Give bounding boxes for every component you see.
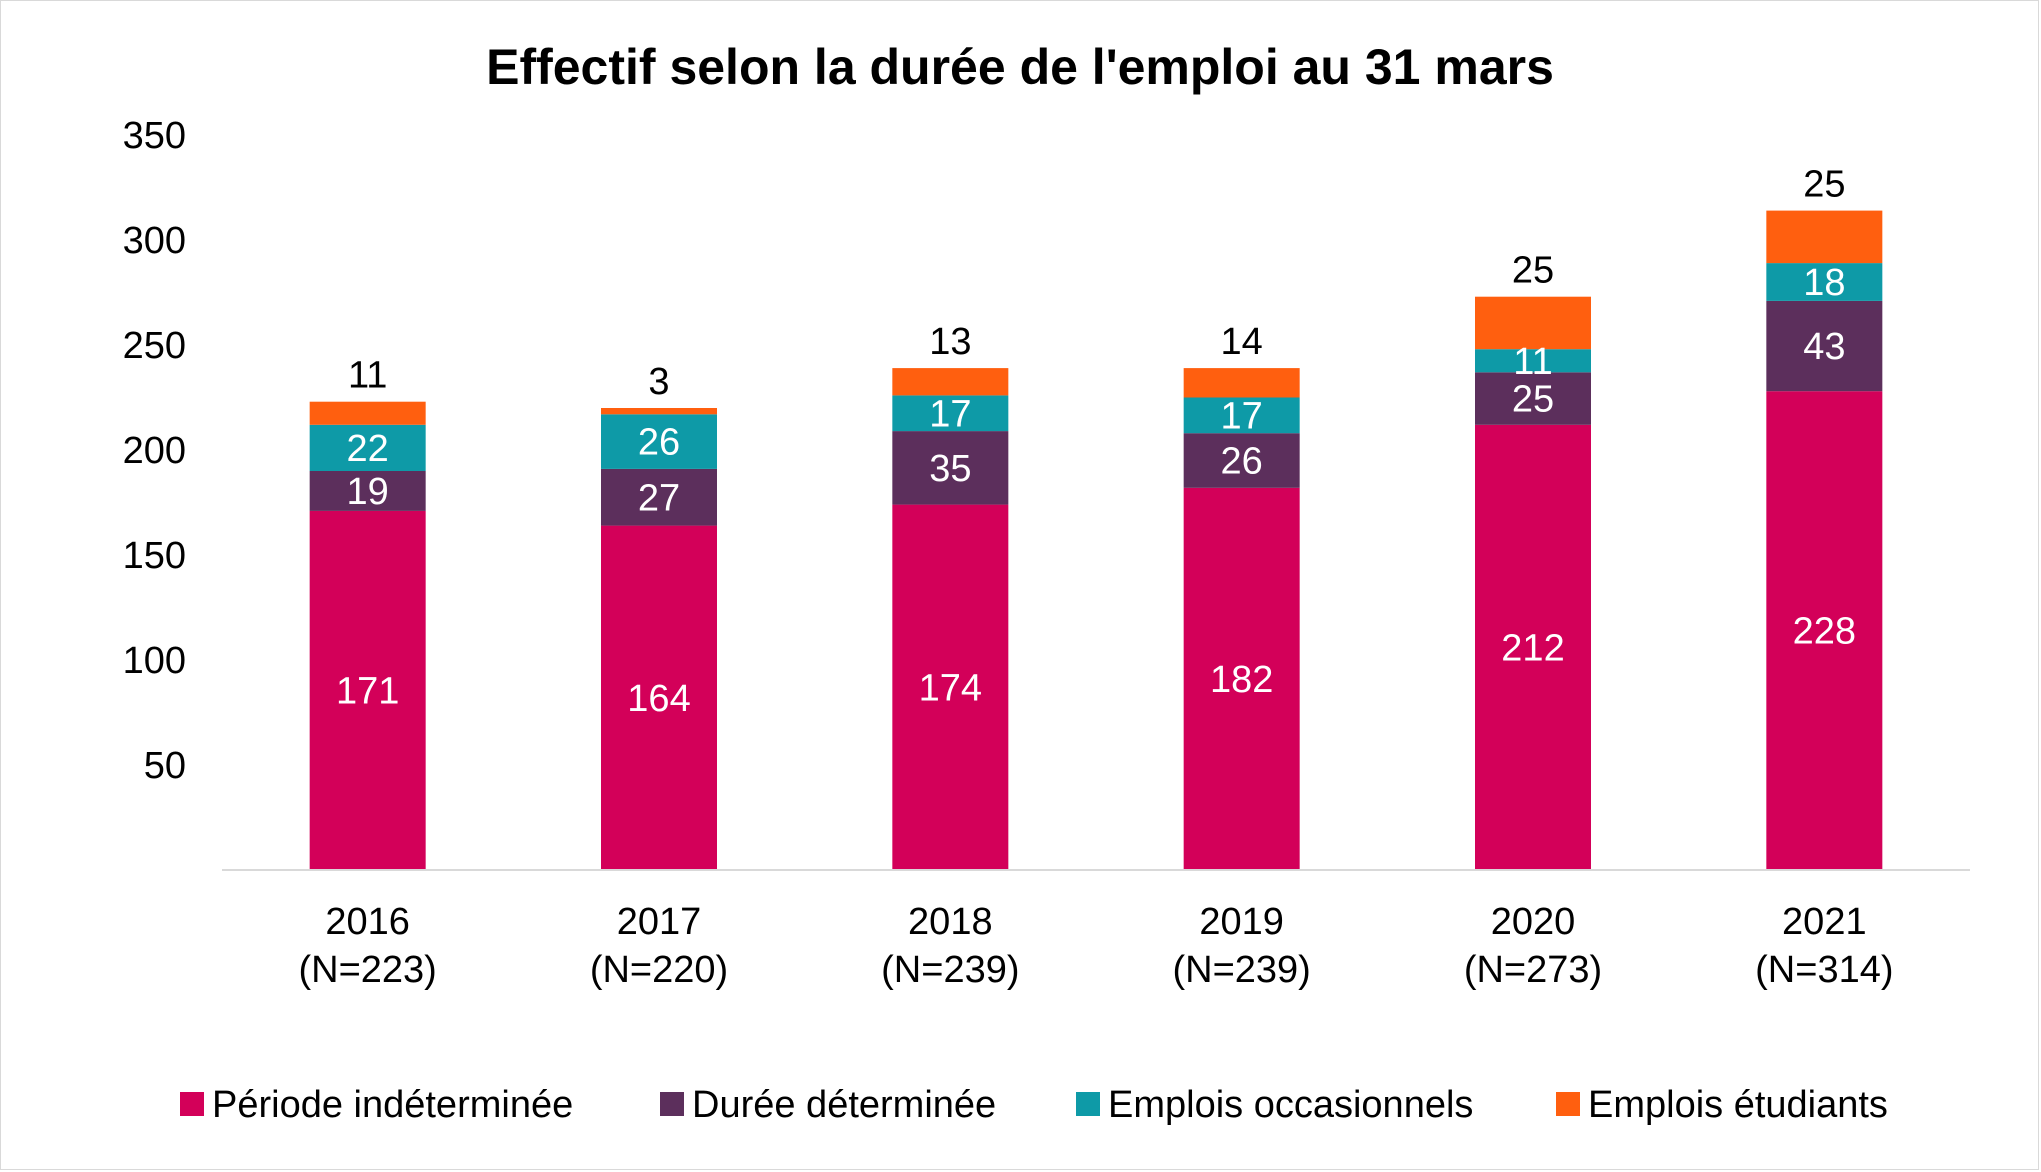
y-tick-label: 350 xyxy=(123,115,186,157)
bar-segment xyxy=(1183,433,1300,488)
x-tick-sublabel: (N=314) xyxy=(1755,949,1893,991)
bar-segment xyxy=(601,525,717,870)
x-tick-label: 2021 xyxy=(1782,901,1867,943)
data-label: 25 xyxy=(1512,250,1554,292)
bar-segment xyxy=(1475,424,1591,870)
legend-label: Emplois occasionnels xyxy=(1108,1084,1473,1126)
data-label: 19 xyxy=(347,471,389,513)
data-label: 26 xyxy=(1221,441,1263,483)
bar-segment xyxy=(892,431,1009,505)
bar-segment xyxy=(1183,487,1300,870)
data-labels: 1711922111642726317435171318226171421225… xyxy=(336,164,1856,720)
data-label: 11 xyxy=(1513,341,1552,383)
legend-swatch xyxy=(1076,1092,1100,1116)
bar-segment xyxy=(892,368,1009,396)
data-label: 228 xyxy=(1793,611,1856,653)
bar-segment xyxy=(1766,391,1883,870)
data-label: 11 xyxy=(348,355,387,397)
bar-segment xyxy=(309,424,426,471)
bar-segment xyxy=(1766,300,1883,392)
legend-item: Emplois étudiants xyxy=(1556,1084,1888,1126)
legend-item: Emplois occasionnels xyxy=(1076,1084,1473,1126)
bar-segment xyxy=(309,401,426,425)
y-tick-label: 300 xyxy=(123,220,186,262)
data-label: 17 xyxy=(929,393,971,435)
x-tick-sublabel: (N=223) xyxy=(298,949,436,991)
bar-segment xyxy=(601,408,717,415)
data-label: 25 xyxy=(1512,379,1554,421)
x-tick-sublabel: (N=239) xyxy=(1172,949,1310,991)
legend: Période indéterminée Durée déterminée Empl… xyxy=(180,1084,1888,1126)
data-label: 26 xyxy=(638,422,680,464)
legend-label: Période indéterminée xyxy=(212,1084,573,1126)
data-label: 18 xyxy=(1803,262,1845,304)
x-tick-label: 2017 xyxy=(617,901,702,943)
bar-segment xyxy=(1766,263,1883,301)
y-tick-label: 100 xyxy=(123,640,186,682)
bar-segment xyxy=(1766,210,1883,264)
data-label: 25 xyxy=(1803,164,1845,206)
data-label: 171 xyxy=(336,670,399,712)
y-axis-ticks: 50 100 150 200 250 300 350 xyxy=(123,115,186,787)
x-tick-label: 2018 xyxy=(908,901,993,943)
legend-swatch xyxy=(180,1092,204,1116)
bar-segment xyxy=(1475,296,1591,350)
legend-swatch xyxy=(660,1092,684,1116)
bars xyxy=(309,210,1883,870)
x-tick-sublabel: (N=273) xyxy=(1464,949,1602,991)
data-label: 13 xyxy=(929,321,971,363)
bar-segment xyxy=(1475,349,1591,373)
data-label: 182 xyxy=(1210,659,1273,701)
data-label: 212 xyxy=(1501,627,1564,669)
legend-item: Période indéterminée xyxy=(180,1084,573,1126)
data-label: 43 xyxy=(1803,326,1845,368)
data-label: 17 xyxy=(1221,395,1263,437)
bar-segment xyxy=(309,471,426,511)
x-tick-label: 2020 xyxy=(1491,901,1576,943)
x-tick-label: 2019 xyxy=(1199,901,1284,943)
bar-segment xyxy=(309,510,426,870)
bar-segment xyxy=(601,414,717,469)
legend-item: Durée déterminée xyxy=(660,1084,996,1126)
data-label: 14 xyxy=(1221,321,1263,363)
data-label: 35 xyxy=(929,448,971,490)
bar-segment xyxy=(1183,368,1300,398)
x-tick-label: 2016 xyxy=(325,901,410,943)
y-tick-label: 150 xyxy=(123,535,186,577)
x-axis-labels: 2016 (N=223) 2017 (N=220) 2018 (N=239) 2019 (N=… xyxy=(298,901,1893,991)
bar-segment xyxy=(601,468,717,526)
data-label: 174 xyxy=(919,667,982,709)
y-tick-label: 250 xyxy=(123,325,186,367)
data-label: 3 xyxy=(648,361,669,403)
legend-swatch xyxy=(1556,1092,1580,1116)
data-label: 27 xyxy=(638,477,680,519)
y-tick-label: 50 xyxy=(144,745,186,787)
bar-segment xyxy=(1183,397,1300,434)
bar-segment xyxy=(892,395,1009,432)
data-label: 164 xyxy=(627,678,690,720)
x-tick-sublabel: (N=220) xyxy=(590,949,728,991)
data-label: 22 xyxy=(347,428,389,470)
legend-label: Durée déterminée xyxy=(692,1084,996,1126)
y-tick-label: 200 xyxy=(123,430,186,472)
legend-label: Emplois étudiants xyxy=(1588,1084,1888,1126)
chart-title: Effectif selon la durée de l'emploi au 3… xyxy=(486,39,1554,95)
bar-segment xyxy=(1475,372,1591,425)
bar-segment xyxy=(892,504,1009,870)
x-tick-sublabel: (N=239) xyxy=(881,949,1019,991)
